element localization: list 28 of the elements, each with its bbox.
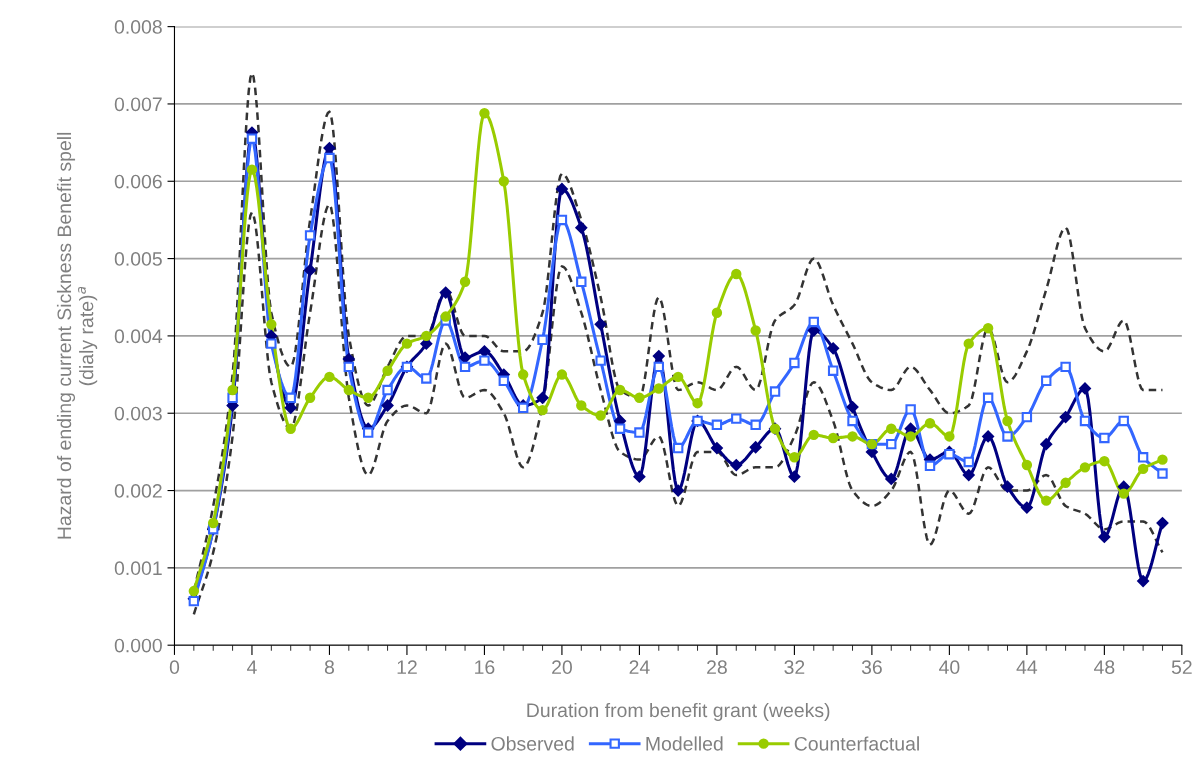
y-tick-label: 0.005	[114, 252, 162, 266]
x-tick-label: 32	[784, 660, 805, 675]
x-tick-label: 8	[324, 660, 335, 675]
legend-label: Modelled	[646, 736, 723, 751]
y-tick-label: 0.004	[114, 329, 163, 344]
x-tick-label: 48	[1094, 660, 1115, 675]
x-tick-label: 20	[552, 660, 572, 675]
y-tick-label: 0.007	[114, 97, 162, 112]
y-axis-title: Hazard of ending current Sickness Benefit spell (dialy rate)$^{a}$	[56, 132, 98, 539]
x-tick-label: 24	[629, 660, 650, 674]
legend-label: Observed	[491, 736, 574, 751]
x-tick-label: 28	[707, 660, 727, 675]
y-tick-label: 0.008	[114, 20, 162, 34]
x-axis-title: Duration from benefit grant (weeks)	[527, 702, 830, 722]
x-tick-label: 12	[397, 660, 417, 674]
legend-label: Counterfactual	[794, 736, 919, 751]
x-tick-label: 0	[169, 660, 180, 675]
y-tick-label: 0.006	[114, 174, 162, 189]
y-tick-label: 0.000	[114, 638, 162, 653]
x-tick-label: 36	[861, 660, 882, 675]
y-tick-label: 0.003	[114, 406, 162, 421]
x-tick-label: 4	[247, 660, 257, 674]
y-tick-label: 0.001	[114, 561, 162, 576]
y-tick-label: 0.002	[114, 484, 162, 498]
x-tick-label: 40	[939, 660, 960, 675]
x-tick-label: 52	[1171, 660, 1192, 675]
x-tick-label: 44	[1016, 660, 1038, 674]
x-tick-label: 16	[475, 660, 495, 675]
